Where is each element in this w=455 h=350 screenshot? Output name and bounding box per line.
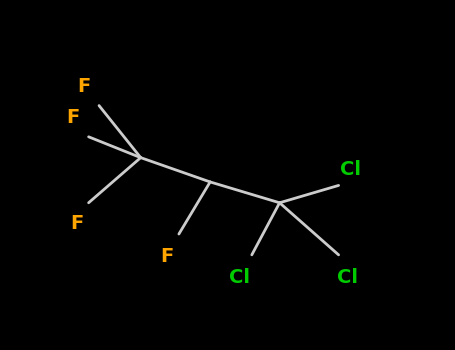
Text: Cl: Cl — [340, 160, 361, 179]
Text: F: F — [77, 77, 90, 96]
Text: Cl: Cl — [229, 268, 250, 287]
Text: Cl: Cl — [337, 268, 358, 287]
Text: F: F — [160, 247, 173, 266]
Text: F: F — [70, 214, 83, 233]
Text: F: F — [66, 108, 80, 127]
